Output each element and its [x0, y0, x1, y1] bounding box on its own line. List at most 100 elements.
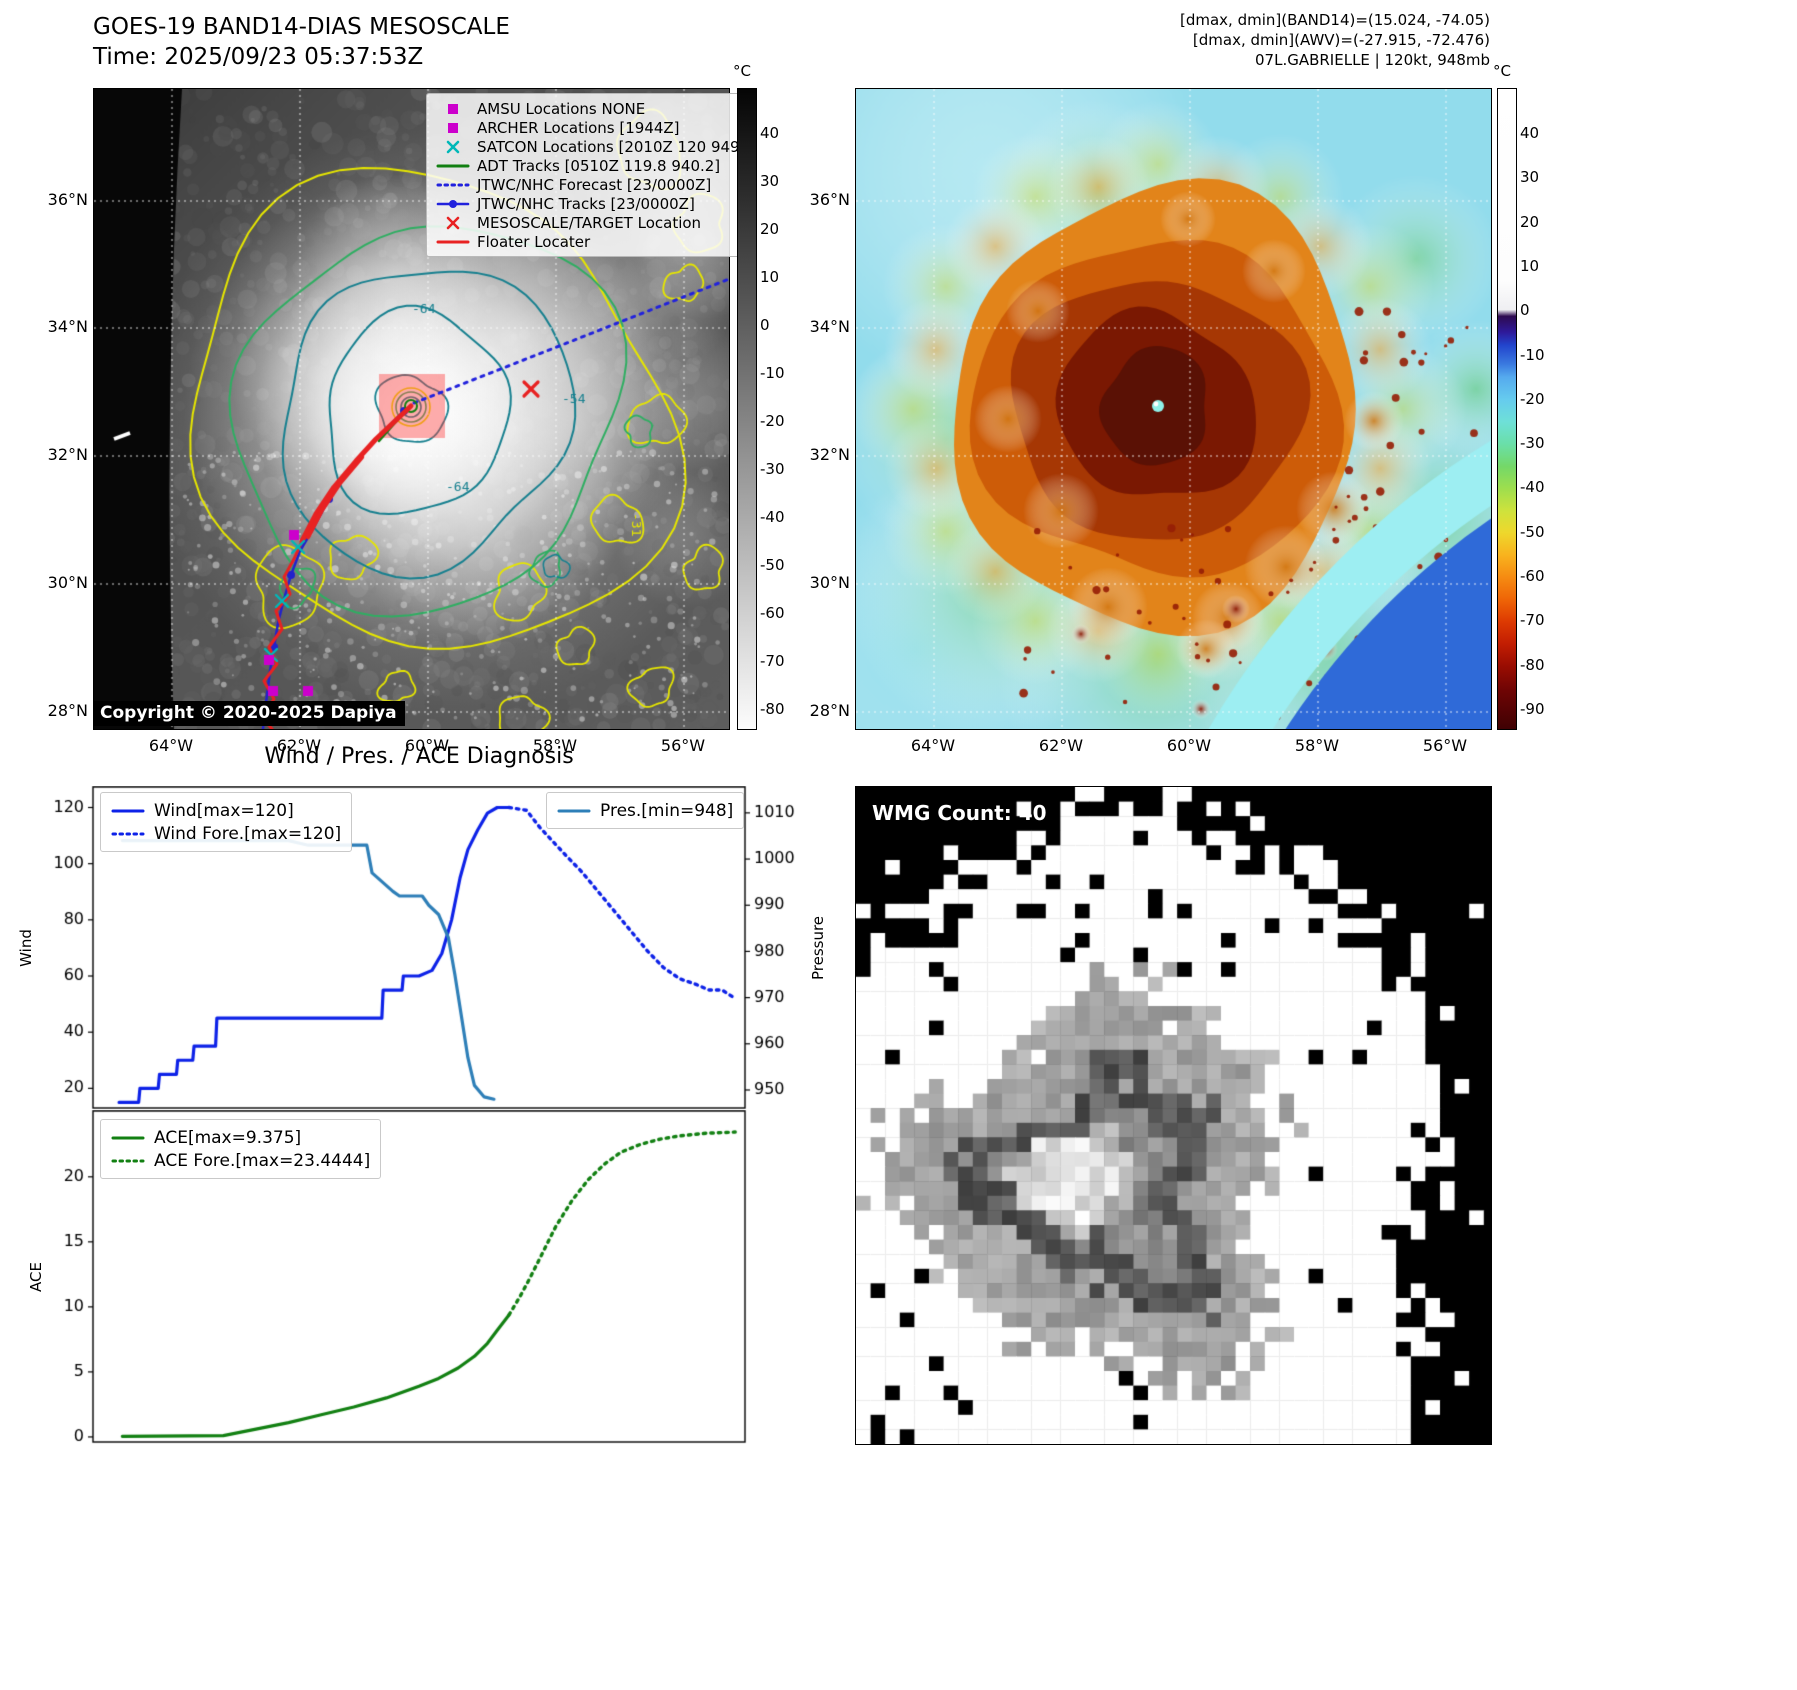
legend-entry-label: ACE Fore.[max=23.4444] — [154, 1150, 371, 1171]
ace-axis-label: ACE — [27, 1262, 45, 1292]
legend-entry-label: JTWC/NHC Tracks [23/0000Z] — [477, 194, 695, 213]
charts-title: Wind / Pres. / ACE Diagnosis — [264, 744, 574, 769]
lon-tick-label: 64°W — [910, 736, 956, 755]
pressure-legend: Pres.[min=948] — [546, 792, 745, 829]
legend-entry: JTWC/NHC Forecast [23/0000Z] — [436, 175, 745, 194]
colorbar-tick-label: -60 — [760, 604, 785, 622]
storm-id-intensity: 07L.GABRIELLE | 120kt, 948mb — [1255, 51, 1490, 69]
colorbar-unit-tr: °C — [1493, 62, 1511, 80]
colorbar-tick-label: 30 — [1520, 168, 1540, 187]
legend-entry-label: Wind Fore.[max=120] — [154, 823, 342, 844]
lat-tick-label: 36°N — [47, 190, 88, 209]
lat-tick-label: 30°N — [809, 573, 850, 592]
legend-marker-dotted-icon — [111, 832, 145, 835]
lon-tick-label: 56°W — [1422, 736, 1468, 755]
colorbar-tick-label: -50 — [1520, 522, 1545, 541]
legend-marker-line-icon — [111, 809, 145, 812]
lat-tick-label: 28°N — [47, 701, 88, 720]
lon-tick-label: 58°W — [1294, 736, 1340, 755]
pressure-axis-label: Pressure — [809, 915, 827, 981]
colorbar-tick-label: -20 — [1520, 389, 1545, 408]
legend-entry: ADT Tracks [0510Z 119.8 940.2] — [436, 156, 745, 175]
colorbar-tick-label: -40 — [1520, 478, 1545, 497]
panel-tr-header: [dmax, dmin](BAND14)=(15.024, -74.05) [d… — [990, 10, 1490, 70]
ir-color-map-panel — [855, 88, 1492, 730]
colorbar-unit-tl: °C — [733, 62, 751, 80]
legend-entry: JTWC/NHC Tracks [23/0000Z] — [436, 194, 745, 213]
legend-entry: SATCON Locations [2010Z 120 949] — [436, 137, 745, 156]
legend-marker-line-icon — [557, 809, 591, 812]
wmg-panel: WMG Count: 40 — [855, 786, 1492, 1445]
lat-tick-label: 32°N — [47, 445, 88, 464]
legend-marker-line-dot-icon — [436, 199, 470, 208]
legend-marker-x-icon — [446, 216, 460, 229]
dmax-dmin-band14: [dmax, dmin](BAND14)=(15.024, -74.05) — [1179, 11, 1490, 29]
legend-entry: ACE Fore.[max=23.4444] — [111, 1149, 370, 1172]
colorbar-tick-label: -10 — [760, 364, 785, 382]
colorbar-tick-label: 20 — [760, 220, 780, 238]
wmg-pixel-canvas — [856, 787, 1491, 1444]
legend-marker-dotted-icon — [111, 1159, 145, 1162]
legend-entry: Pres.[min=948] — [557, 799, 733, 822]
ir-bw-map-panel: AMSU Locations NONE ARCHER Locations [194… — [93, 88, 756, 730]
colorbar-tick-label: -70 — [1520, 611, 1545, 630]
lat-tick-label: 34°N — [47, 317, 88, 336]
colorbar-tick-label: -50 — [760, 556, 785, 574]
lat-tick-label: 36°N — [809, 190, 850, 209]
colorbar-tick-label: -10 — [1520, 345, 1545, 364]
lon-tick-label: 62°W — [1038, 736, 1084, 755]
colorbar-tick-label: 40 — [1520, 124, 1540, 142]
colorbar-tick-label: -20 — [760, 412, 785, 430]
legend-entry-label: Wind[max=120] — [154, 800, 294, 821]
panel-tl-title: GOES-19 BAND14-DIAS MESOSCALE — [93, 14, 510, 40]
legend-entry-label: ARCHER Locations [1944Z] — [477, 118, 680, 137]
legend-entry-label: MESOSCALE/TARGET Location — [477, 213, 702, 232]
wmg-count-label: WMG Count: 40 — [872, 801, 1047, 825]
legend-marker-square-icon — [448, 122, 458, 133]
panel-tl-subtitle: Time: 2025/09/23 05:37:53Z — [93, 44, 424, 70]
legend-entry-label: JTWC/NHC Forecast [23/0000Z] — [477, 175, 712, 194]
colorbar-tick-label: -70 — [760, 652, 785, 670]
copyright-label: Copyright © 2020-2025 Dapiya — [94, 701, 405, 726]
colorbar-tick-label: 40 — [760, 124, 780, 142]
colorbar-tick-label: -90 — [1520, 699, 1545, 718]
colorbar-tr — [1497, 88, 1517, 730]
colorbar-tick-label: 30 — [760, 172, 780, 190]
wind-axis-label: Wind — [17, 929, 35, 967]
lat-tick-label: 30°N — [47, 573, 88, 592]
legend-entry-label: ACE[max=9.375] — [154, 1127, 302, 1148]
legend-entry: AMSU Locations NONE — [436, 99, 745, 118]
dmax-dmin-awv: [dmax, dmin](AWV)=(-27.915, -72.476) — [1192, 31, 1490, 49]
lat-tick-label: 28°N — [809, 701, 850, 720]
legend-entry: Wind[max=120] — [111, 799, 341, 822]
colorbar-tick-label: 20 — [1520, 212, 1540, 231]
colorbar-tick-label: -60 — [1520, 567, 1545, 585]
lon-tick-label: 60°W — [1166, 736, 1212, 755]
legend-entry: ACE[max=9.375] — [111, 1126, 370, 1149]
ace-legend: ACE[max=9.375] ACE Fore.[max=23.4444] — [100, 1119, 382, 1179]
colorbar-tick-label: -30 — [760, 460, 785, 478]
legend-entry-label: SATCON Locations [2010Z 120 949] — [477, 137, 746, 156]
lat-tick-label: 34°N — [809, 317, 850, 336]
legend-marker-dotted-icon — [436, 183, 470, 186]
colorbar-tick-label: -80 — [760, 700, 785, 718]
colorbar-tick-label: -40 — [760, 508, 785, 526]
ir-color-map-canvas — [856, 89, 1491, 729]
legend-entry-label: Pres.[min=948] — [600, 800, 734, 821]
legend-entry-label: AMSU Locations NONE — [477, 99, 646, 118]
legend-entry-label: ADT Tracks [0510Z 119.8 940.2] — [477, 156, 721, 175]
legend-entry-label: Floater Locater — [477, 232, 591, 251]
legend-entry: Wind Fore.[max=120] — [111, 822, 341, 845]
legend-entry: ARCHER Locations [1944Z] — [436, 118, 745, 137]
colorbar-tl — [737, 88, 757, 730]
legend-entry: MESOSCALE/TARGET Location — [436, 213, 745, 232]
wind-legend: Wind[max=120] Wind Fore.[max=120] — [100, 792, 353, 852]
legend-marker-line-icon — [111, 1136, 145, 1139]
legend-marker-square-icon — [448, 103, 458, 114]
lat-tick-label: 32°N — [809, 445, 850, 464]
colorbar-tick-label: 0 — [1520, 301, 1530, 320]
colorbar-tick-label: -30 — [1520, 434, 1545, 453]
legend-marker-x-icon — [446, 140, 460, 153]
legend-marker-line-icon — [436, 240, 470, 243]
